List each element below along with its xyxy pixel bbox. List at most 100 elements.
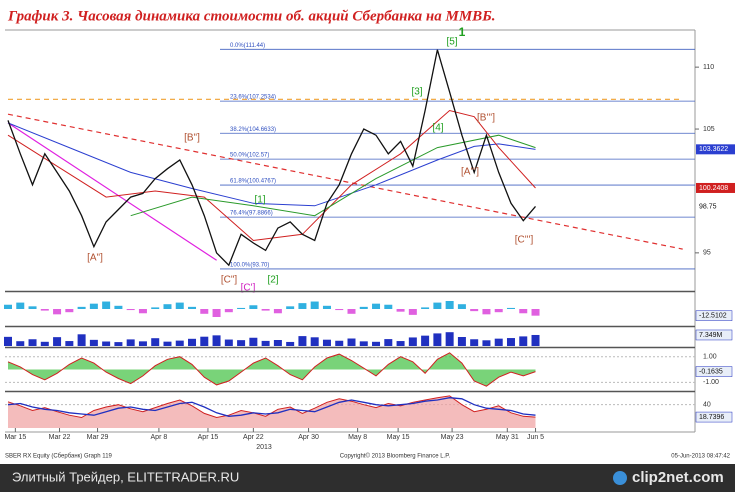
indicator-bar xyxy=(4,304,12,309)
x-tick-label: Jun 5 xyxy=(527,434,544,441)
indicator-bar xyxy=(421,335,430,346)
value-badge xyxy=(696,182,735,193)
indicator-bar xyxy=(273,309,282,314)
indicator-bar xyxy=(77,306,86,309)
y-tick-label: 40 xyxy=(703,402,711,409)
indicator-bar xyxy=(261,340,270,346)
x-tick-label: Apr 30 xyxy=(298,434,319,441)
indicator-bar xyxy=(322,305,331,309)
value-badge xyxy=(695,310,733,321)
indicator-bar xyxy=(188,338,197,346)
indicator-bar xyxy=(531,309,540,316)
x-tick-label: May 15 xyxy=(387,434,410,441)
x-tick-label: May 31 xyxy=(496,434,519,441)
indicator-bar xyxy=(53,309,62,315)
indicator-bar xyxy=(396,309,405,312)
price-line xyxy=(7,49,536,267)
wave-label: [3] xyxy=(411,87,422,98)
indicator-bar xyxy=(16,341,25,346)
indicator-bar xyxy=(506,307,515,309)
value-badge xyxy=(695,329,733,341)
value-label: 103.3622 xyxy=(699,146,728,153)
indicator-bar xyxy=(372,341,381,346)
indicator-bar xyxy=(359,306,368,309)
indicator-bar xyxy=(224,309,233,313)
value-label: 18.7396 xyxy=(699,414,724,421)
indicator-bar xyxy=(200,336,209,346)
indicator-bar xyxy=(408,337,417,346)
indicator-bar xyxy=(384,339,393,346)
fib-label: 38.2%(104.6633) xyxy=(230,127,276,133)
fib-label: 0.0%(111.44) xyxy=(230,43,265,49)
indicator-bar xyxy=(28,306,37,309)
indicator-bar xyxy=(445,332,454,346)
indicator-area xyxy=(8,352,536,387)
indicator-bar xyxy=(335,309,344,311)
indicator-area xyxy=(8,395,536,428)
indicator-bar xyxy=(102,341,111,346)
indicator-bar xyxy=(102,301,111,309)
trend-line xyxy=(7,113,683,250)
x-tick-label: Mar 29 xyxy=(87,434,109,441)
footer-center: Copyright© 2013 Bloomberg Finance L.P. xyxy=(340,453,451,460)
trend-line xyxy=(7,122,217,261)
indicator-bar xyxy=(396,341,405,346)
indicator-bar xyxy=(16,302,25,309)
fib-label: 100.0%(93.70) xyxy=(230,263,269,269)
indicator-bar xyxy=(347,338,356,346)
wave-label: [1] xyxy=(254,195,265,206)
indicator-bar xyxy=(237,340,246,346)
wave-label: [5] xyxy=(446,37,457,48)
value-label: -12.5102 xyxy=(699,313,727,320)
indicator-bar xyxy=(372,303,381,309)
x-tick-label: Apr 15 xyxy=(198,434,219,441)
indicator-bar xyxy=(421,307,430,309)
indicator-bar xyxy=(470,339,479,346)
indicator-bar xyxy=(163,304,172,309)
indicator-bar xyxy=(445,301,454,309)
indicator-bar xyxy=(286,341,295,346)
indicator-bar xyxy=(200,309,209,314)
indicator-bar xyxy=(126,309,135,311)
indicator-bar xyxy=(506,338,515,346)
watermark-left: Элитный Трейдер, ELITETRADER.RU xyxy=(12,469,239,484)
y-tick-label: 105 xyxy=(703,126,715,133)
footer-right: 05-Jun-2013 08:47:42 xyxy=(671,454,730,460)
indicator-bar xyxy=(494,309,503,313)
indicator-bar xyxy=(163,341,172,346)
indicator-bar xyxy=(310,337,319,346)
indicator-bar xyxy=(298,303,307,309)
indicator-bar xyxy=(53,337,62,346)
indicator-bar xyxy=(457,337,466,346)
indicator-bar xyxy=(65,309,74,313)
indicator-bar xyxy=(28,339,37,346)
wave-label: [A'''] xyxy=(461,167,479,178)
wave-label: [4] xyxy=(432,123,443,134)
wave-label: [C"] xyxy=(221,275,238,286)
indicator-bar xyxy=(261,309,270,311)
indicator-bar xyxy=(40,341,49,346)
indicator-bar xyxy=(482,340,491,346)
indicator-bar xyxy=(249,305,258,309)
wave-label: [A"] xyxy=(87,253,103,264)
indicator-bar xyxy=(138,341,147,346)
indicator-bar xyxy=(519,336,528,346)
indicator-bar xyxy=(470,309,479,312)
indicator-bar xyxy=(224,339,233,346)
wave-label: [B'''] xyxy=(477,113,495,124)
x-tick-label: May 8 xyxy=(348,434,367,441)
footer-left: SBER RX Equity (Сбербанк) Graph 119 xyxy=(5,454,113,460)
indicator-bar xyxy=(249,337,258,346)
value-label: -0.1635 xyxy=(699,368,723,375)
x-tick-label: Mar 22 xyxy=(49,434,71,441)
indicator-bar xyxy=(151,307,160,309)
value-label: 100.2408 xyxy=(699,185,728,192)
indicator-bar xyxy=(273,340,282,346)
indicator-line xyxy=(7,397,536,417)
watermark-right: clip2net.com xyxy=(632,469,724,486)
wave-label: [B"] xyxy=(184,133,200,144)
indicator-bar xyxy=(322,339,331,346)
fib-label: 50.0%(102.57) xyxy=(230,153,269,159)
indicator-bar xyxy=(65,341,74,346)
